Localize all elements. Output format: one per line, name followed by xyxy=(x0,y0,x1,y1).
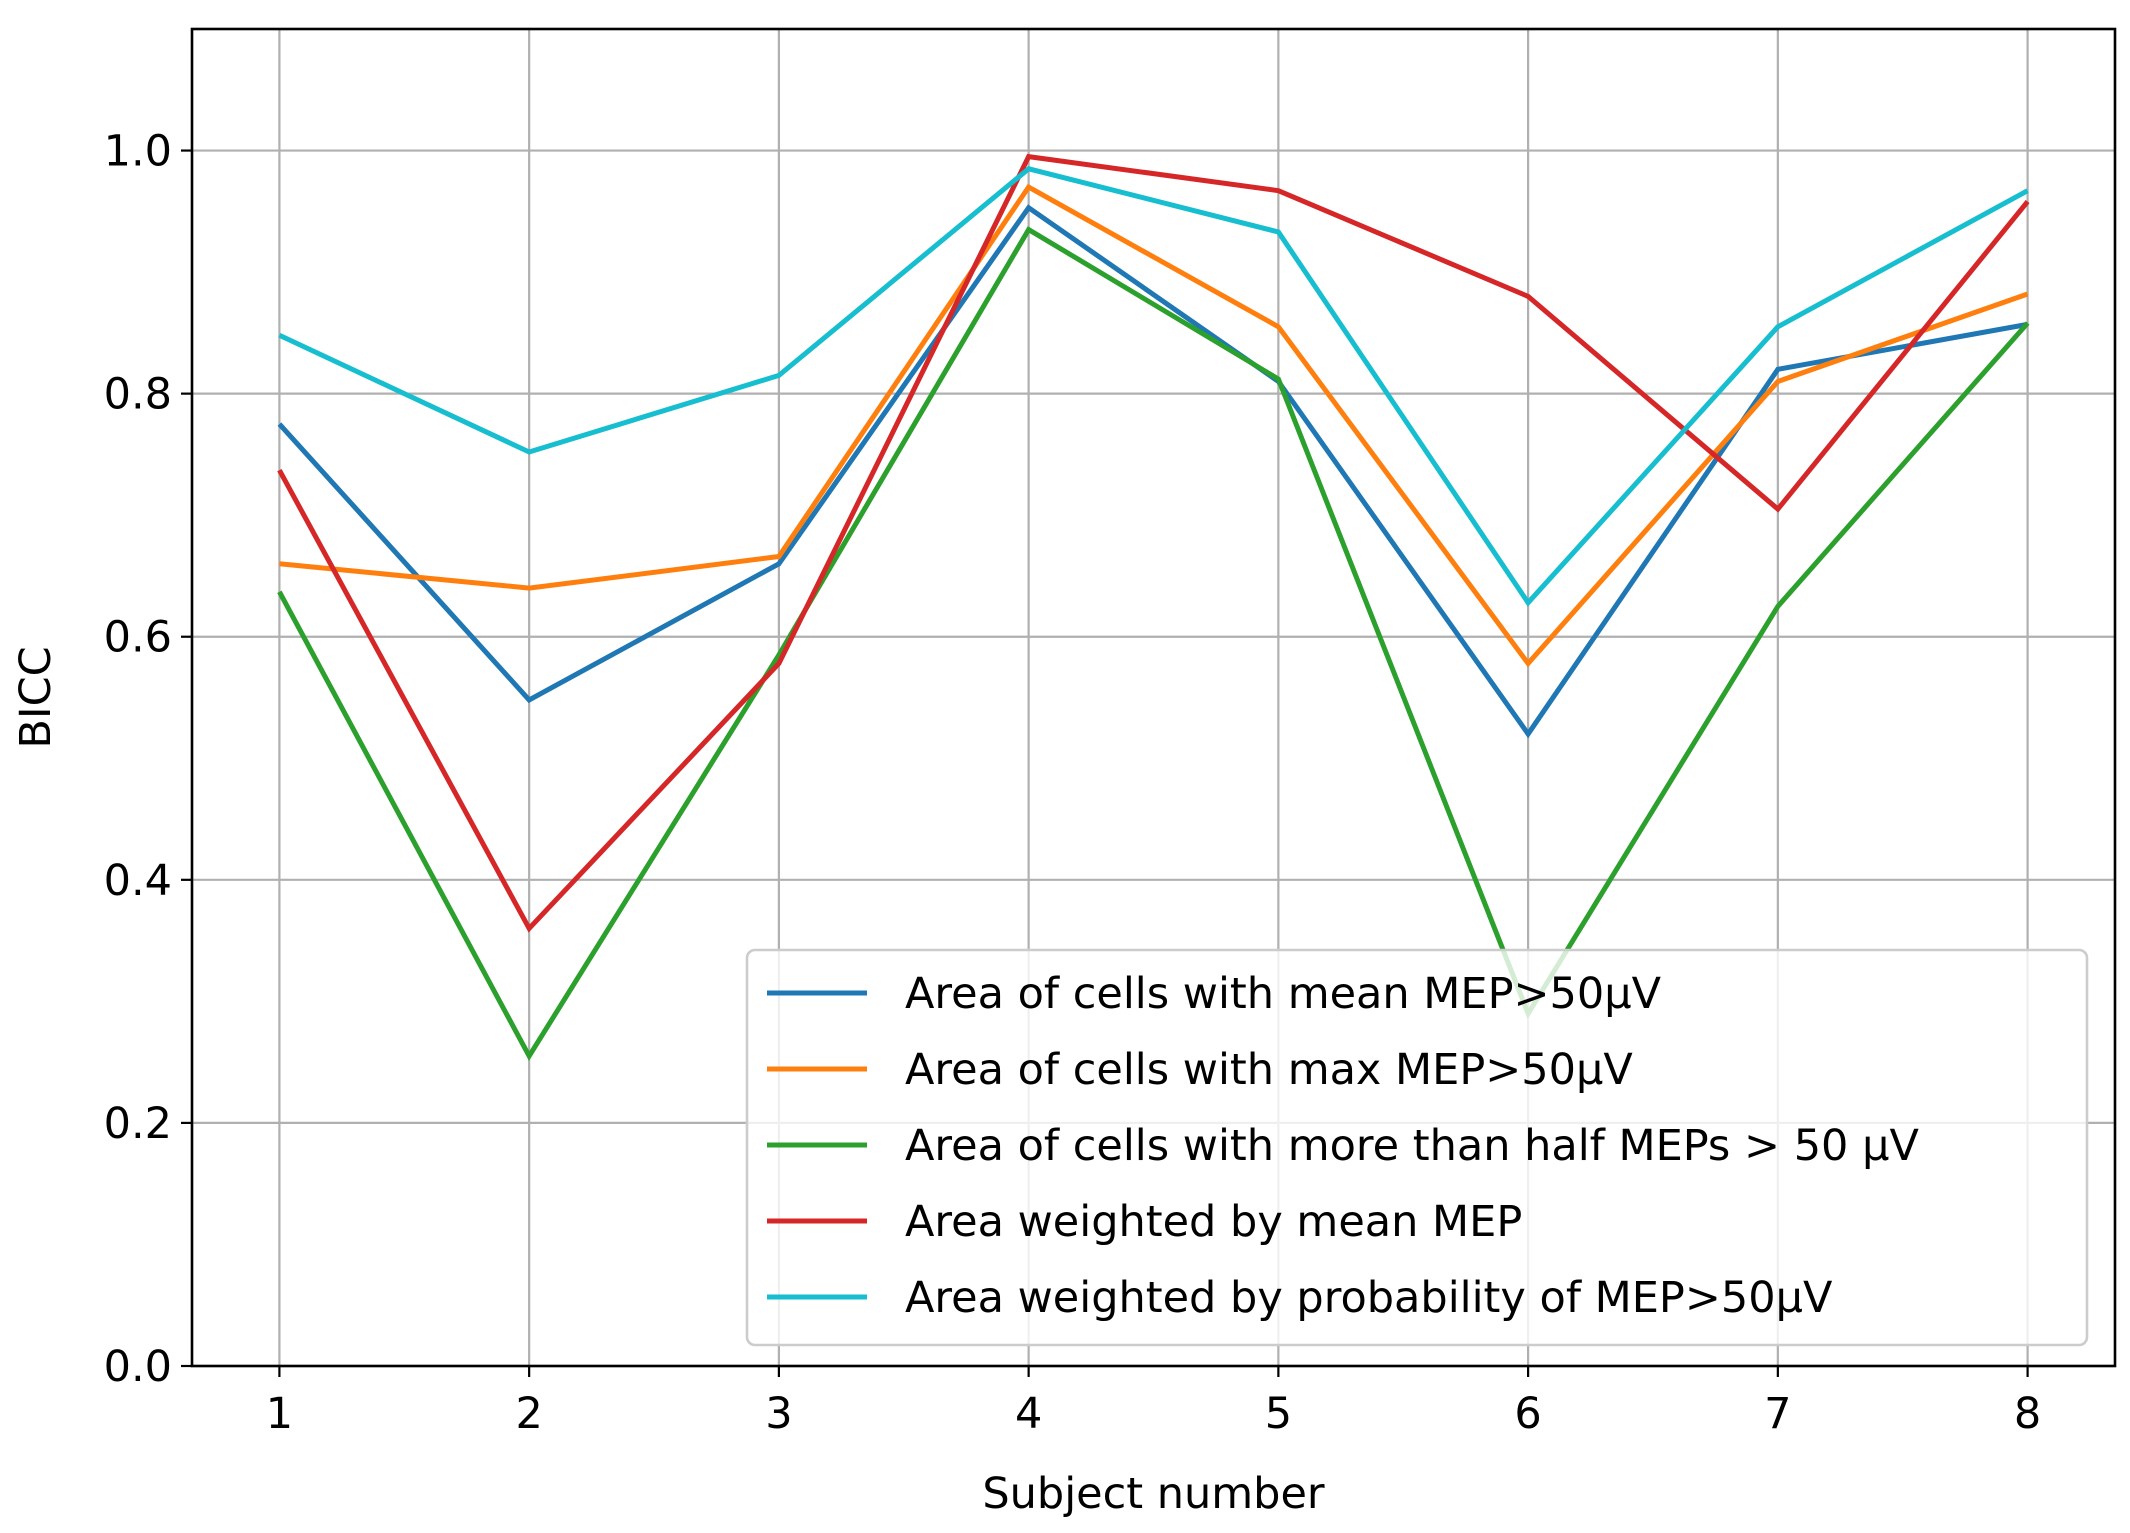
x-tick-label: 5 xyxy=(1265,1389,1292,1439)
x-axis-label: Subject number xyxy=(982,1469,1325,1519)
x-tick-label: 6 xyxy=(1514,1389,1541,1439)
legend-box xyxy=(745,948,2089,1347)
series-lines xyxy=(277,153,2030,1062)
y-tick-label: 0.0 xyxy=(104,1342,172,1392)
y-tick-label: 0.4 xyxy=(104,856,172,906)
legend-entry: Area of cells with max MEP>50μV xyxy=(905,1045,1633,1095)
series-line-5 xyxy=(278,166,2029,607)
x-tick-label: 4 xyxy=(1015,1389,1042,1439)
y-axis-label: BICC xyxy=(11,646,61,748)
series-line-4 xyxy=(277,153,2030,933)
x-tick-label: 3 xyxy=(765,1389,792,1439)
legend-entry: Area of cells with more than half MEPs >… xyxy=(905,1121,1919,1171)
x-tick-label: 1 xyxy=(266,1389,293,1439)
x-tick-label: 7 xyxy=(1764,1389,1791,1439)
x-tick-label: 2 xyxy=(515,1389,542,1439)
y-tick-label: 1.0 xyxy=(104,127,172,177)
grid xyxy=(192,29,2115,1368)
y-tick-label: 0.8 xyxy=(104,370,172,420)
legend: Area of cells with mean MEP>50μV Area of … xyxy=(745,948,2089,1347)
legend-entry: Area of cells with mean MEP>50μV xyxy=(905,969,1662,1019)
axis-ticks: 1 2 3 4 5 6 7 8 0.0 0.2 0.4 0.6 0.8 1.0 xyxy=(104,127,2042,1439)
series-line-3 xyxy=(277,226,2030,1062)
y-tick-label: 0.6 xyxy=(104,613,172,663)
y-tick-label: 0.2 xyxy=(104,1099,172,1149)
series-line-2 xyxy=(279,183,2029,668)
series-line-1 xyxy=(277,204,2029,739)
legend-entry: Area weighted by probability of MEP>50μV xyxy=(905,1273,1833,1323)
x-tick-label: 8 xyxy=(2014,1389,2041,1439)
plot-frame xyxy=(190,27,2117,1368)
legend-entry: Area weighted by mean MEP xyxy=(905,1197,1522,1247)
